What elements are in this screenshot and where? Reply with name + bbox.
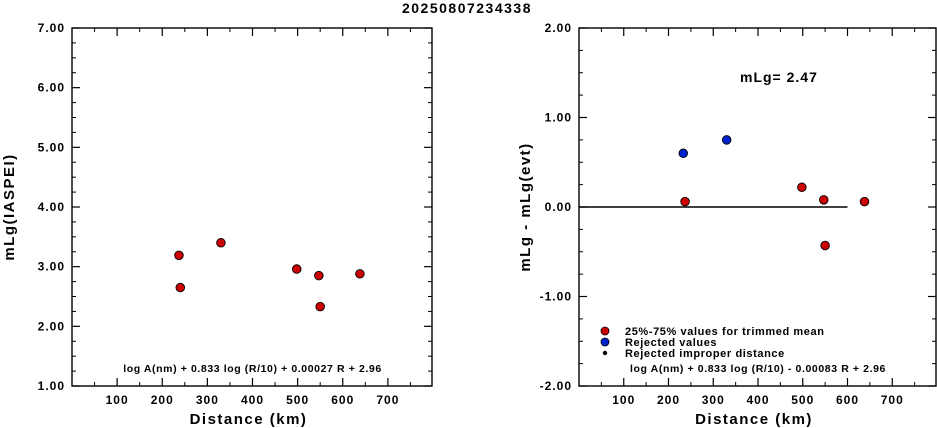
figure-title: 20250807234338	[402, 0, 532, 16]
plot-frame	[71, 27, 433, 387]
y-tick-label: 2.00	[545, 21, 572, 35]
data-point	[315, 301, 325, 312]
data-point	[355, 269, 365, 279]
y-axis-label: mLg - mLg(evt)	[517, 142, 534, 271]
formula-text: log A(nm) + 0.833 log (R/10) + 0.00027 R…	[123, 363, 382, 375]
legend-label-trimmed: 25%-75% values for trimmed mean	[625, 326, 825, 338]
x-tick-label: 300	[702, 393, 725, 407]
y-tick-label: -1.00	[540, 290, 572, 304]
data-point	[859, 196, 870, 207]
y-axis-label: mLg(IASPEI)	[1, 153, 18, 260]
axis-ticks: 100 200 300 400 500 600 700 1.00 2.00 3.00 4.00 5.0…	[38, 21, 432, 407]
y-tick-label: 2.00	[38, 319, 65, 333]
mlg-annotation: mLg= 2.47	[740, 69, 818, 85]
data-points	[174, 238, 365, 312]
data-point	[721, 135, 732, 145]
y-tick-label: 7.00	[38, 21, 65, 35]
data-point	[216, 238, 226, 248]
y-tick-label: -2.00	[540, 379, 572, 393]
x-tick-label: 500	[286, 393, 309, 407]
x-tick-label: 100	[612, 393, 635, 407]
y-tick-label: 3.00	[38, 260, 65, 274]
legend-marker-improper-distance	[602, 350, 608, 356]
data-point	[819, 195, 829, 205]
data-point	[680, 196, 690, 207]
x-tick-label: 600	[836, 393, 859, 407]
y-tick-label: 4.00	[38, 200, 65, 214]
x-tick-label: 700	[376, 393, 399, 407]
x-tick-label: 200	[151, 393, 174, 407]
y-tick-label: 6.00	[38, 81, 65, 95]
x-tick-label: 500	[791, 393, 814, 407]
x-tick-label: 600	[331, 393, 354, 407]
legend-label-rejected: Rejected values	[625, 337, 717, 349]
x-tick-label: 200	[657, 393, 680, 407]
data-point	[174, 250, 184, 261]
data-point	[291, 264, 302, 274]
y-tick-label: 1.00	[38, 379, 65, 393]
legend: 25%-75% values for trimmed mean Rejected…	[600, 326, 825, 360]
data-point	[314, 270, 324, 281]
plot-border	[71, 27, 433, 387]
data-point	[820, 240, 830, 251]
formula-text: log A(nm) + 0.833 log (R/10) - 0.00083 R…	[630, 363, 886, 375]
x-tick-label: 100	[106, 393, 129, 407]
data-point	[797, 182, 807, 193]
x-tick-label: 400	[241, 393, 264, 407]
x-tick-label: 300	[196, 393, 219, 407]
panel-residual: 100 200 300 400 500 600 700 -2.00 -1.00 0.00 1.00 2…	[517, 21, 937, 428]
x-axis-label: Distance (km)	[695, 411, 813, 428]
y-tick-label: 0.00	[545, 200, 572, 214]
axis-ticks: 100 200 300 400 500 600 700 -2.00 -1.00 0.00 1.00 2…	[540, 21, 936, 407]
x-tick-label: 400	[746, 393, 769, 407]
y-tick-label: 1.00	[545, 111, 572, 125]
legend-marker-trimmed	[600, 326, 610, 336]
data-points	[678, 135, 870, 251]
panel-magnitude: 100 200 300 400 500 600 700 1.00 2.00 3.00 4.00 5.0…	[1, 21, 433, 428]
legend-label-improper-distance: Rejected improper distance	[625, 348, 785, 360]
x-tick-label: 700	[881, 393, 904, 407]
legend-marker-rejected	[600, 337, 610, 347]
data-point	[678, 148, 689, 159]
x-axis-label: Distance (km)	[190, 411, 308, 428]
data-point	[175, 282, 186, 293]
y-tick-label: 5.00	[38, 140, 65, 154]
